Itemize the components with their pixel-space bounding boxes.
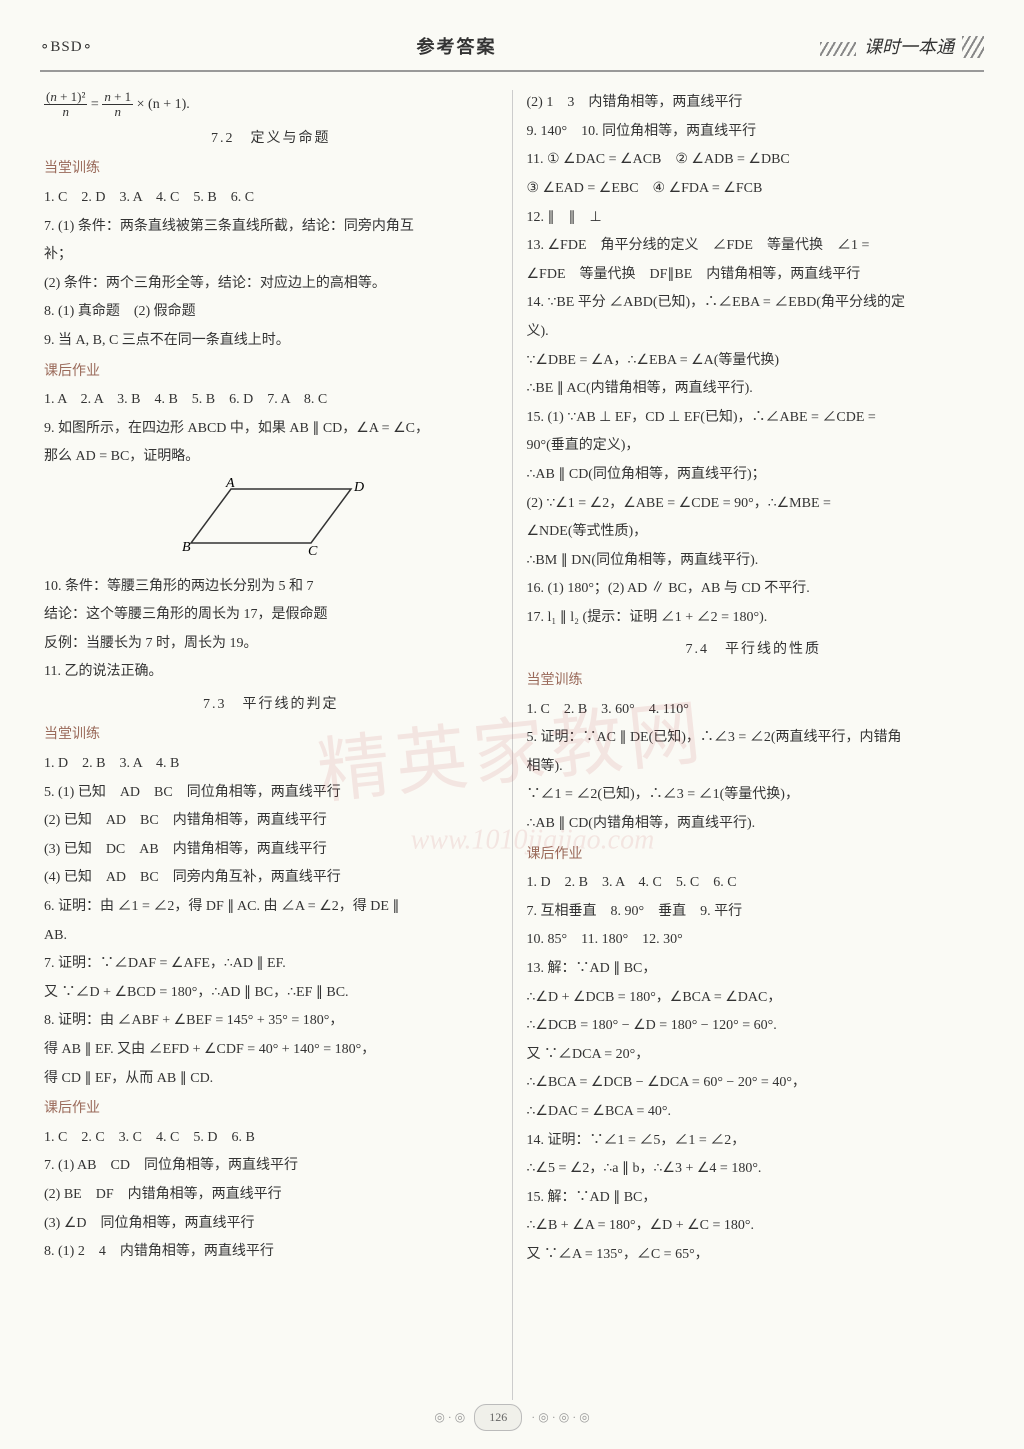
- column-divider: [512, 90, 513, 1400]
- ans-7-2-hw-1: 1. A 2. A 3. B 4. B 5. B 6. D 7. A 8. C: [44, 387, 498, 414]
- ans-7-4-cw-1: 1. C 2. B 3. 60° 4. 110°: [527, 697, 981, 724]
- ans-15e: ∠NDE(等式性质)，: [527, 519, 981, 546]
- ans-7-3-cw-1: 1. D 2. B 3. A 4. B: [44, 751, 498, 778]
- ans-7-4-hw-13c: ∴∠DCB = 180° − ∠D = 180° − 120° = 60°.: [527, 1013, 981, 1040]
- header-title: 参考答案: [416, 30, 496, 64]
- ans-7-3-hw-1: 1. C 2. C 3. C 4. C 5. D 6. B: [44, 1125, 498, 1152]
- parallelogram-figure: A D B C: [44, 477, 498, 568]
- formula-tail: × (n + 1).: [137, 97, 190, 112]
- ans-7-2-hw-11: 11. 乙的说法正确。: [44, 659, 498, 686]
- ans-7-3-cw-8c: 得 CD ∥ EF，从而 AB ∥ CD.: [44, 1066, 498, 1093]
- ans-7-2-cw-1: 1. C 2. D 3. A 4. C 5. B 6. C: [44, 185, 498, 212]
- ans-17: 17. l₁ ∥ l₂ (提示：证明 ∠1 + ∠2 = 180°).: [527, 605, 981, 632]
- ans-7-4-hw-13b: ∴∠D + ∠DCB = 180°，∠BCA = ∠DAC，: [527, 985, 981, 1012]
- right-column: (2) 1 3 内错角相等，两直线平行 9. 140° 10. 同位角相等，两直…: [523, 90, 985, 1400]
- ans-7-3-cw-5-4: (4) 已知 AD BC 同旁内角互补，两直线平行: [44, 865, 498, 892]
- classwork-label-3: 当堂训练: [527, 668, 981, 695]
- footer-decor-left: ◎ · ◎: [434, 1410, 465, 1424]
- ans-7-4-hw-13f: ∴∠DAC = ∠BCA = 40°.: [527, 1099, 981, 1126]
- page: ∘BSD∘ 参考答案 课时一本通 (n + 1)² n = n + 1 n × …: [0, 0, 1024, 1449]
- ans-15b: 90°(垂直的定义)，: [527, 433, 981, 460]
- ans-7-3-hw-7-2: (2) BE DF 内错角相等，两直线平行: [44, 1182, 498, 1209]
- ans-7-4-hw-7: 7. 互相垂直 8. 90° 垂直 9. 平行: [527, 899, 981, 926]
- ans-7-3-cw-7a: 7. 证明：∵∠DAF = ∠AFE，∴AD ∥ EF.: [44, 951, 498, 978]
- fig-label-B: B: [182, 540, 191, 555]
- fig-label-C: C: [308, 544, 318, 557]
- ans-11a: 11. ① ∠DAC = ∠ACB ② ∠ADB = ∠DBC: [527, 147, 981, 174]
- page-header: ∘BSD∘ 参考答案 课时一本通: [40, 30, 984, 72]
- homework-label-2: 课后作业: [44, 1096, 498, 1123]
- page-number: 126: [474, 1404, 522, 1431]
- fig-label-D: D: [353, 480, 364, 495]
- ans-7-2-hw-9a: 9. 如图所示，在四边形 ABCD 中，如果 AB ∥ CD，∠A = ∠C，: [44, 416, 498, 443]
- ans-12: 12. ∥ ∥ ⊥: [527, 205, 981, 232]
- ans-7-3-cw-7b: 又 ∵∠D + ∠BCD = 180°，∴AD ∥ BC，∴EF ∥ BC.: [44, 980, 498, 1007]
- classwork-label-2: 当堂训练: [44, 722, 498, 749]
- ans-7-2-hw-10b: 结论：这个等腰三角形的周长为 17，是假命题: [44, 602, 498, 629]
- ans-7-4-hw-13d: 又 ∵∠DCA = 20°，: [527, 1042, 981, 1069]
- ans-7-4-hw-15a: 15. 解：∵AD ∥ BC，: [527, 1185, 981, 1212]
- ans-16: 16. (1) 180°；(2) AD ∥ BC，AB 与 CD 不平行.: [527, 576, 981, 603]
- ans-15d: (2) ∵∠1 = ∠2，∠ABE = ∠CDE = 90°，∴∠MBE =: [527, 491, 981, 518]
- ans-9-10: 9. 140° 10. 同位角相等，两直线平行: [527, 119, 981, 146]
- ans-7-3-cw-8a: 8. 证明：由 ∠ABF + ∠BEF = 145° + 35° = 180°，: [44, 1008, 498, 1035]
- content-columns: (n + 1)² n = n + 1 n × (n + 1). 7.2 定义与命…: [40, 90, 984, 1400]
- fraction-2: n + 1 n: [102, 90, 133, 120]
- footer-decor-right: · ◎ · ◎ · ◎: [531, 1410, 589, 1424]
- ans-7-3-cw-8b: 得 AB ∥ EF. 又由 ∠EFD + ∠CDF = 40° + 140° =…: [44, 1037, 498, 1064]
- ans-15c: ∴AB ∥ CD(同位角相等，两直线平行)；: [527, 462, 981, 489]
- ans-7-4-cw-5d: ∴AB ∥ CD(内错角相等，两直线平行).: [527, 811, 981, 838]
- ans-14b: 义).: [527, 319, 981, 346]
- left-column: (n + 1)² n = n + 1 n × (n + 1). 7.2 定义与命…: [40, 90, 502, 1400]
- ans-7-4-hw-1: 1. D 2. B 3. A 4. C 5. C 6. C: [527, 870, 981, 897]
- section-7-2-title: 7.2 定义与命题: [44, 126, 498, 153]
- ans-7-4-hw-15c: 又 ∵∠A = 135°，∠C = 65°，: [527, 1242, 981, 1269]
- fraction-1: (n + 1)² n: [44, 90, 87, 120]
- ans-7-4-cw-5c: ∵∠1 = ∠2(已知)，∴∠3 = ∠1(等量代换)，: [527, 782, 981, 809]
- ans-7-2-cw-9: 9. 当 A, B, C 三点不在同一条直线上时。: [44, 328, 498, 355]
- ans-7-4-hw-13e: ∴∠BCA = ∠DCB − ∠DCA = 60° − 20° = 40°，: [527, 1070, 981, 1097]
- ans-7-3-hw-7-3: (3) ∠D 同位角相等，两直线平行: [44, 1211, 498, 1238]
- ans-7-4-hw-10: 10. 85° 11. 180° 12. 30°: [527, 927, 981, 954]
- ans-7-2-hw-10a: 10. 条件：等腰三角形的两边长分别为 5 和 7: [44, 574, 498, 601]
- ans-7-3-cw-5-2: (2) 已知 AD BC 内错角相等，两直线平行: [44, 808, 498, 835]
- header-left: ∘BSD∘: [40, 33, 93, 62]
- ans-7-4-hw-15b: ∴∠B + ∠A = 180°，∠D + ∠C = 180°.: [527, 1213, 981, 1240]
- ans-13b: ∠FDE 等量代换 DF∥BE 内错角相等，两直线平行: [527, 262, 981, 289]
- ans-7-3-hw-8-1: 8. (1) 2 4 内错角相等，两直线平行: [44, 1239, 498, 1266]
- homework-label-3: 课后作业: [527, 842, 981, 869]
- ans-7-4-cw-5a: 5. 证明：∵AC ∥ DE(已知)，∴∠3 = ∠2(两直线平行，内错角: [527, 725, 981, 752]
- page-footer: ◎ · ◎ 126 · ◎ · ◎ · ◎: [0, 1404, 1024, 1431]
- ans-14a: 14. ∵BE 平分 ∠ABD(已知)，∴∠EBA = ∠EBD(角平分线的定: [527, 290, 981, 317]
- ans-14c: ∵∠DBE = ∠A，∴∠EBA = ∠A(等量代换): [527, 348, 981, 375]
- classwork-label-1: 当堂训练: [44, 156, 498, 183]
- ans-7-3-cw-6a: 6. 证明：由 ∠1 = ∠2，得 DF ∥ AC. 由 ∠A = ∠2，得 D…: [44, 894, 498, 921]
- section-7-3-title: 7.3 平行线的判定: [44, 692, 498, 719]
- fig-label-A: A: [225, 477, 235, 491]
- ans-7-3-cw-5-3: (3) 已知 DC AB 内错角相等，两直线平行: [44, 837, 498, 864]
- ans-7-3-cw-5-1: 5. (1) 已知 AD BC 同位角相等，两直线平行: [44, 780, 498, 807]
- ans-7-2-cw-8: 8. (1) 真命题 (2) 假命题: [44, 299, 498, 326]
- formula-line: (n + 1)² n = n + 1 n × (n + 1).: [44, 90, 498, 120]
- ans-7-4-hw-13a: 13. 解：∵AD ∥ BC，: [527, 956, 981, 983]
- ans-8-2: (2) 1 3 内错角相等，两直线平行: [527, 90, 981, 117]
- homework-label-1: 课后作业: [44, 359, 498, 386]
- ans-11b: ③ ∠EAD = ∠EBC ④ ∠FDA = ∠FCB: [527, 176, 981, 203]
- ans-7-2-hw-10c: 反例：当腰长为 7 时，周长为 19。: [44, 631, 498, 658]
- ans-15a: 15. (1) ∵AB ⊥ EF，CD ⊥ EF(已知)，∴∠ABE = ∠CD…: [527, 405, 981, 432]
- ans-7-4-cw-5b: 相等).: [527, 754, 981, 781]
- ans-14d: ∴BE ∥ AC(内错角相等，两直线平行).: [527, 376, 981, 403]
- ans-7-2-hw-9b: 那么 AD = BC，证明略。: [44, 444, 498, 471]
- ans-15f: ∴BM ∥ DN(同位角相等，两直线平行).: [527, 548, 981, 575]
- header-right: 课时一本通: [820, 30, 984, 64]
- ans-7-4-hw-14a: 14. 证明：∵∠1 = ∠5，∠1 = ∠2，: [527, 1128, 981, 1155]
- ans-7-3-cw-6b: AB.: [44, 923, 498, 950]
- ans-7-2-cw-7-1: 7. (1) 条件：两条直线被第三条直线所截，结论：同旁内角互: [44, 214, 498, 241]
- ans-7-4-hw-14b: ∴∠5 = ∠2，∴a ∥ b，∴∠3 + ∠4 = 180°.: [527, 1156, 981, 1183]
- ans-13a: 13. ∠FDE 角平分线的定义 ∠FDE 等量代换 ∠1 =: [527, 233, 981, 260]
- ans-7-2-cw-7-2: (2) 条件：两个三角形全等，结论：对应边上的高相等。: [44, 271, 498, 298]
- ans-7-2-cw-7-1b: 补；: [44, 242, 498, 269]
- ans-7-3-hw-7-1: 7. (1) AB CD 同位角相等，两直线平行: [44, 1153, 498, 1180]
- section-7-4-title: 7.4 平行线的性质: [527, 637, 981, 664]
